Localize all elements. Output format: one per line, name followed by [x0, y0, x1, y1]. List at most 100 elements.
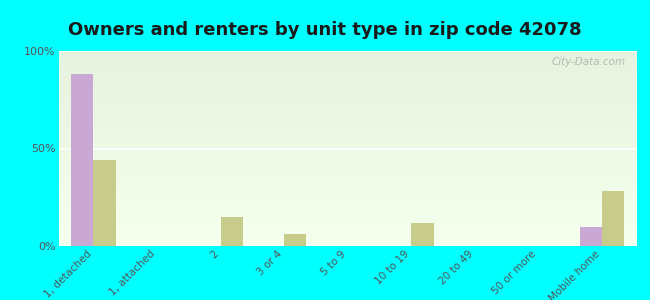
Bar — [58, 0, 637, 117]
Bar — [58, 35, 637, 230]
Bar — [58, 0, 637, 113]
Bar — [58, 0, 637, 193]
Bar — [58, 0, 637, 123]
Bar — [58, 0, 637, 129]
Bar — [58, 0, 637, 195]
Bar — [58, 22, 637, 217]
Bar — [58, 0, 637, 182]
Bar — [58, 0, 637, 72]
Bar — [58, 39, 637, 234]
Bar — [58, 0, 637, 115]
Bar — [58, 0, 637, 168]
Bar — [58, 0, 637, 107]
Bar — [58, 0, 637, 92]
Bar — [58, 33, 637, 229]
Bar — [58, 0, 637, 80]
Bar — [58, 0, 637, 106]
Bar — [58, 41, 637, 236]
Bar — [58, 0, 637, 156]
Bar — [58, 26, 637, 220]
Text: City-Data.com: City-Data.com — [551, 57, 625, 67]
Bar — [58, 0, 637, 64]
Bar — [58, 16, 637, 211]
Bar — [58, 43, 637, 238]
Bar — [58, 45, 637, 240]
Bar — [58, 0, 637, 86]
Bar — [58, 0, 637, 94]
Bar — [58, 20, 637, 215]
Bar — [58, 0, 637, 158]
Bar — [58, 0, 637, 100]
Bar — [58, 0, 637, 162]
Bar — [58, 0, 637, 154]
Bar — [58, 0, 637, 135]
Bar — [58, 0, 637, 96]
Bar — [58, 0, 637, 102]
Bar — [58, 29, 637, 224]
Bar — [58, 0, 637, 174]
Bar — [58, 0, 637, 84]
Bar — [58, 0, 637, 67]
Bar — [58, 0, 637, 176]
Bar — [58, 0, 637, 178]
Bar — [58, 0, 637, 145]
Bar — [58, 0, 637, 59]
Bar — [58, 14, 637, 209]
Bar — [58, 10, 637, 205]
Bar — [602, 191, 624, 246]
Bar — [58, 0, 637, 68]
Bar — [58, 4, 637, 199]
Bar — [58, 0, 637, 127]
Bar — [58, 0, 637, 70]
Bar — [58, 6, 637, 201]
Bar — [58, 0, 637, 61]
Bar — [58, 0, 637, 142]
Bar — [58, 0, 637, 190]
Bar — [58, 0, 637, 121]
Bar — [58, 0, 637, 90]
Bar — [58, 0, 637, 188]
Bar — [58, 51, 637, 246]
Bar — [58, 0, 637, 164]
Bar — [58, 32, 637, 226]
Bar — [58, 0, 637, 148]
Bar — [58, 0, 637, 133]
Bar — [58, 0, 637, 119]
Bar — [58, 0, 637, 131]
Bar — [58, 0, 637, 184]
Bar — [58, 28, 637, 223]
Bar — [72, 74, 94, 246]
Bar — [58, 0, 637, 125]
Bar — [94, 160, 116, 246]
Bar — [58, 0, 637, 55]
Bar — [58, 0, 637, 98]
Bar — [58, 0, 637, 57]
Bar — [58, 2, 637, 197]
Bar — [284, 234, 306, 246]
Bar — [58, 0, 637, 63]
Bar — [58, 0, 637, 160]
Bar — [580, 226, 602, 246]
Bar — [58, 0, 637, 150]
Bar — [58, 12, 637, 207]
Bar — [58, 0, 637, 146]
Bar — [58, 0, 637, 166]
Bar — [58, 0, 637, 141]
Bar — [58, 0, 637, 76]
Bar — [58, 0, 637, 74]
Bar — [58, 0, 637, 103]
Bar — [58, 0, 637, 139]
Bar — [58, 0, 637, 180]
Bar — [58, 37, 637, 232]
Bar — [58, 0, 637, 152]
Bar — [58, 0, 637, 185]
Bar — [220, 217, 243, 246]
Bar — [58, 0, 637, 111]
Bar — [58, 0, 637, 172]
Bar — [58, 0, 637, 82]
Bar — [58, 0, 637, 170]
Bar — [58, 24, 637, 219]
Bar — [58, 47, 637, 242]
Bar — [58, 0, 637, 53]
Bar — [58, 0, 637, 110]
